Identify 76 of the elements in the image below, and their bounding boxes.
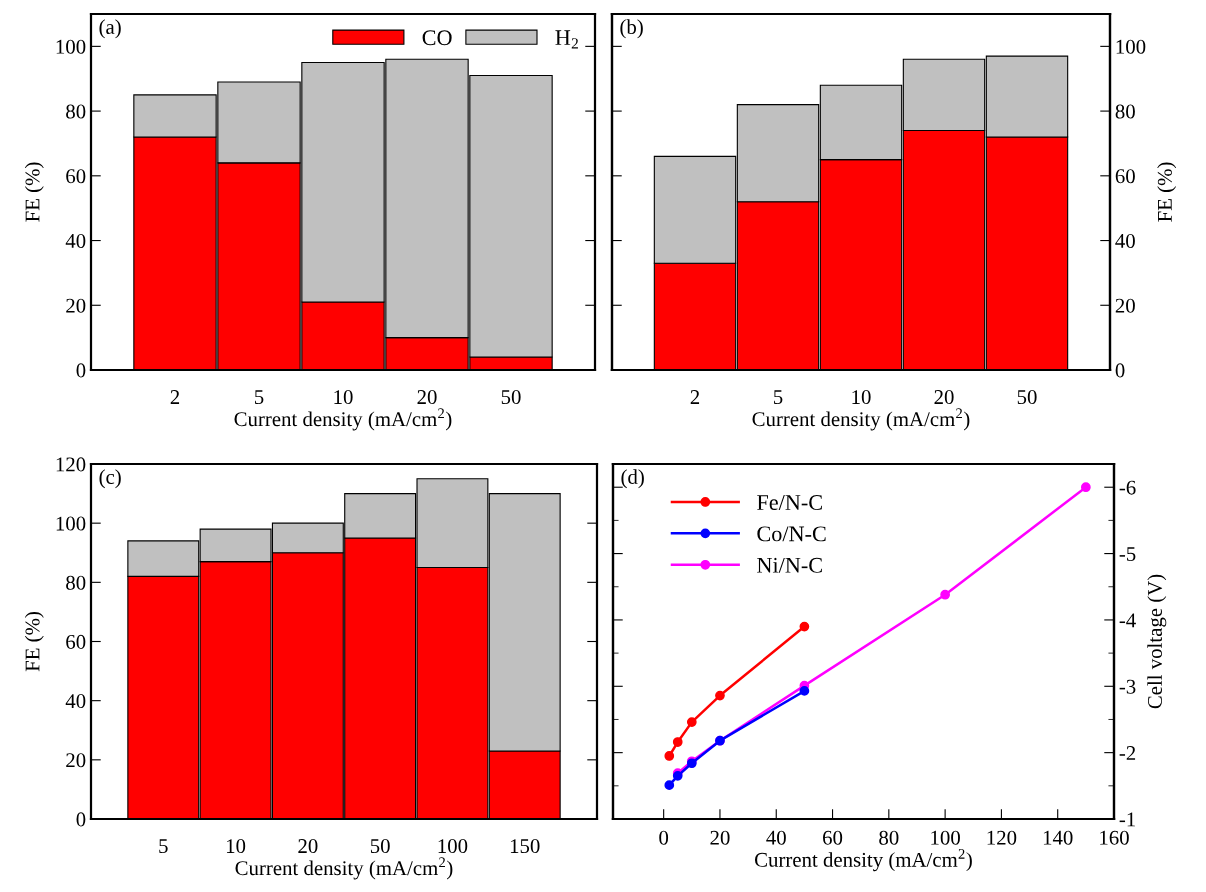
x-tick-label: 50 <box>501 390 521 405</box>
x-tick-label: 100 <box>438 839 468 854</box>
point <box>664 780 675 791</box>
y-tick-label: 20 <box>66 753 86 768</box>
y2-tick-label: 40 <box>1115 233 1135 248</box>
x-tick-label: 20 <box>710 830 730 845</box>
y2-tick-label: 100 <box>1116 39 1146 54</box>
x-axis-title: Current density (mA/cm$^{2}$) <box>234 408 452 431</box>
x-tick-label: 60 <box>823 830 843 845</box>
y2-tick-label: -2 <box>1119 746 1136 760</box>
x-tick-label: 20 <box>298 839 318 854</box>
point <box>799 686 810 696</box>
chart-title: (a) <box>99 19 121 39</box>
y-tick-label: 0 <box>76 812 86 827</box>
y-tick-label: 100 <box>56 516 86 531</box>
x-tick-label: 40 <box>766 830 786 845</box>
x-axis-title: Current density (mA/cm$^{2}$) <box>754 849 972 872</box>
x-tick-label: 10 <box>226 839 246 854</box>
y2-tick-label: 0 <box>1115 363 1125 378</box>
x-tick-label: 10 <box>852 390 871 405</box>
y2-axis-title: FE (%) <box>1157 162 1177 222</box>
x-tick-label: 20 <box>417 390 437 405</box>
y2-tick-label: -4 <box>1119 613 1136 628</box>
legend-label: Ni/N-C <box>757 557 822 573</box>
y-tick-label: 40 <box>65 233 86 248</box>
y2-tick-label: 20 <box>1115 298 1135 313</box>
x-tick-label: 5 <box>159 839 168 854</box>
x-tick-label: 160 <box>1100 830 1129 845</box>
x-tick-label: 140 <box>1043 830 1073 845</box>
chart-title: (b) <box>620 19 643 39</box>
y2-tick-label: -1 <box>1119 812 1135 827</box>
x-tick-label: 50 <box>370 839 390 854</box>
y-tick-label: 100 <box>56 39 86 54</box>
y-axis-title: FE (%) <box>24 162 44 222</box>
y-tick-label: 80 <box>66 575 86 590</box>
point <box>799 621 810 632</box>
legend-label: Fe/N-C <box>757 495 822 510</box>
x-tick-label: 10 <box>334 390 353 405</box>
x-tick-label: 120 <box>987 830 1017 845</box>
point <box>1080 482 1091 493</box>
y-tick-label: 0 <box>76 363 86 378</box>
y-axis-title: FE (%) <box>24 612 44 672</box>
y2-tick-label: -5 <box>1119 547 1136 562</box>
x-tick-label: 2 <box>690 390 700 404</box>
y-tick-label: 60 <box>66 169 86 184</box>
y2-tick-label: 60 <box>1115 169 1135 184</box>
chart-title: (d) <box>621 469 644 489</box>
x-tick-label: 150 <box>510 839 540 854</box>
y2-tick-label: -3 <box>1119 679 1136 694</box>
y2-tick-label: 80 <box>1115 104 1135 119</box>
chart-title: (c) <box>99 469 121 489</box>
point <box>686 717 697 727</box>
x-tick-label: 5 <box>774 390 783 405</box>
x-tick-label: 0 <box>659 830 669 845</box>
x-tick-label: 80 <box>879 830 899 845</box>
point <box>940 589 950 600</box>
x-tick-label: 2 <box>170 390 180 404</box>
x-tick-label: 50 <box>1017 390 1037 405</box>
x-tick-label: 100 <box>931 830 960 845</box>
x-tick-label: 20 <box>934 390 954 405</box>
y2-tick-label: -6 <box>1119 480 1136 495</box>
y2-axis-title: Cell voltage (V) <box>1147 574 1167 709</box>
point <box>672 737 683 747</box>
x-axis-title: Current density (mA/cm$^{2}$) <box>235 857 453 880</box>
x-tick-label: 5 <box>255 390 264 405</box>
y-tick-label: 20 <box>66 298 86 313</box>
legend-label: H$_{2}$ <box>555 30 578 49</box>
x-axis-title: Current density (mA/cm$^{2}$) <box>752 408 970 431</box>
point <box>715 690 725 701</box>
y-tick-label: 60 <box>66 634 86 649</box>
y-tick-label: 40 <box>65 694 86 709</box>
legend-label: Co/N-C <box>757 526 826 542</box>
point <box>664 751 675 761</box>
legend-label: CO <box>422 30 452 46</box>
y-tick-label: 120 <box>56 457 86 472</box>
y-tick-label: 80 <box>66 104 86 119</box>
